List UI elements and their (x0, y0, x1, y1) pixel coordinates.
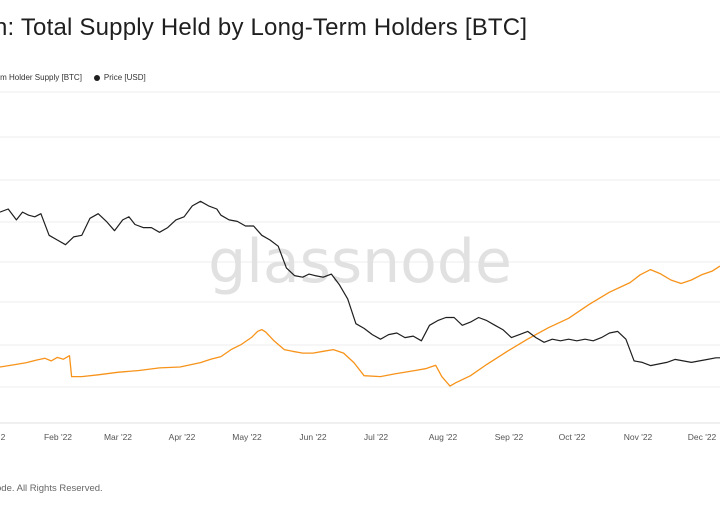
chart-title: n: Total Supply Held by Long-Term Holder… (0, 14, 528, 41)
legend: erm Holder Supply [BTC] Price [USD] (0, 73, 146, 82)
x-tick-label: Feb '22 (44, 432, 72, 442)
legend-item-price[interactable]: Price [USD] (93, 73, 146, 82)
x-tick-label: Nov '22 (624, 432, 653, 442)
copyright-footer: ode. All Rights Reserved. (0, 483, 103, 494)
x-tick-label: Dec '22 (688, 432, 717, 442)
watermark: glassnode (208, 227, 512, 297)
x-tick-label: Oct '22 (559, 432, 586, 442)
x-tick-label: May '22 (232, 432, 262, 442)
legend-dot-icon (93, 74, 100, 81)
legend-item-price-label: Price [USD] (103, 73, 146, 82)
x-tick-label: Mar '22 (104, 432, 132, 442)
series-layer (0, 200, 720, 387)
x-tick-label: Apr '22 (169, 432, 196, 442)
x-tick-label: Jul '22 (364, 432, 389, 442)
x-axis-ticks: 2 Feb '22 Mar '22 Apr '22 May '22 Jun '22 Jul … (1, 432, 717, 442)
series-line-lth-supply (0, 265, 720, 387)
legend-item-lth-supply-label: erm Holder Supply [BTC] (0, 73, 82, 82)
legend-item-lth-supply[interactable]: erm Holder Supply [BTC] (0, 73, 82, 82)
x-tick-label: Sep '22 (495, 432, 524, 442)
series-line-price (0, 200, 720, 367)
x-tick-label: Aug '22 (429, 432, 458, 442)
x-tick-label: 2 (1, 432, 6, 442)
x-tick-label: Jun '22 (299, 432, 326, 442)
grid-lines (0, 91, 720, 388)
